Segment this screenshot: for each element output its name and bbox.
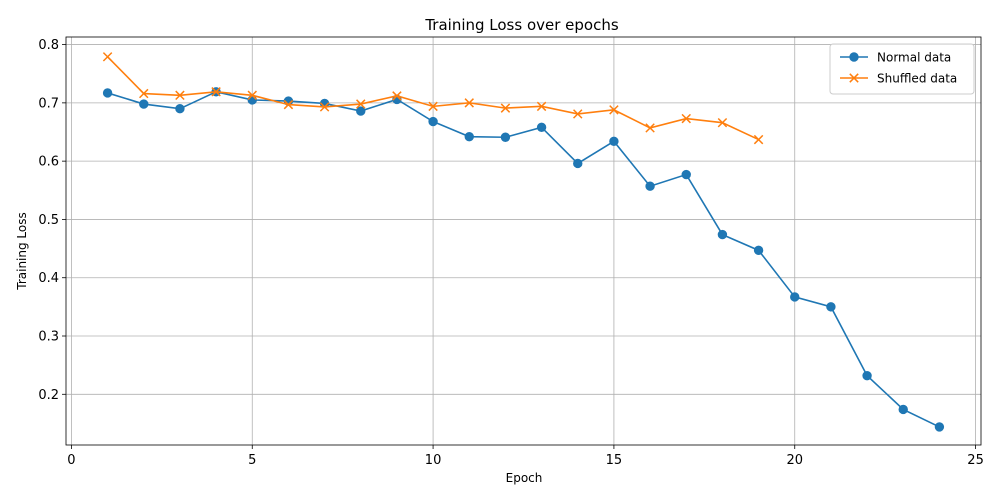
data-point: [211, 87, 221, 97]
data-point: [898, 404, 908, 415]
data-point: [536, 122, 547, 133]
data-point: [500, 132, 511, 142]
data-point: [681, 113, 691, 124]
data-point: [500, 103, 511, 113]
data-point: [826, 302, 836, 312]
y-axis-label: Training Loss: [15, 212, 29, 290]
series-2: [102, 52, 764, 145]
x-tick-label: 20: [786, 453, 803, 468]
data-point: [139, 99, 149, 109]
series-1: [102, 87, 945, 432]
x-tick-label: 15: [606, 453, 623, 468]
data-point: [934, 422, 945, 432]
marker-stroke: [536, 101, 547, 112]
marker-stroke: [464, 98, 474, 108]
data-point: [862, 370, 872, 381]
data-point: [753, 245, 764, 256]
data-point: [645, 181, 655, 191]
marker-stroke: [139, 88, 149, 99]
data-point: [175, 90, 185, 101]
data-point: [283, 99, 294, 110]
marker-stroke: [717, 117, 728, 128]
axes: 0 5 10 15 20 25 0.2 0.3 0.4 0.5 0.6 0.7 0.8: [38, 36, 984, 468]
data-point: [247, 95, 257, 105]
data-point: [319, 102, 330, 112]
plot-frame: [65, 36, 982, 446]
data-point: [573, 109, 583, 119]
data-point: [356, 99, 366, 109]
marker-stroke: [319, 102, 330, 112]
y-tick-label: 0.4: [38, 271, 59, 286]
data-point: [139, 88, 149, 99]
series-group: [102, 52, 945, 432]
marker-stroke: [428, 101, 438, 112]
data-point: [681, 169, 691, 180]
data-point: [102, 52, 113, 62]
legend-marker: [849, 52, 859, 62]
y-tick-label: 0.2: [38, 388, 59, 403]
legend-item: Shuffled data: [840, 72, 957, 86]
data-point: [392, 91, 402, 101]
y-tick-label: 0.7: [38, 96, 59, 111]
marker-stroke: [211, 87, 221, 97]
data-point: [247, 90, 257, 101]
data-point: [645, 123, 655, 133]
data-point: [717, 229, 728, 240]
marker-stroke: [849, 73, 859, 83]
data-point: [102, 88, 113, 98]
data-point: [428, 116, 438, 127]
marker-stroke: [645, 123, 655, 133]
marker-stroke: [609, 105, 619, 115]
marker-stroke: [283, 99, 294, 110]
legend-label: Normal data: [877, 51, 951, 65]
data-point: [356, 106, 366, 116]
marker-stroke: [753, 134, 764, 145]
data-point: [717, 117, 728, 128]
legend-marker: [849, 73, 859, 83]
data-point: [428, 101, 438, 112]
data-point: [573, 158, 583, 169]
x-tick-label: 5: [248, 453, 256, 468]
marker-stroke: [681, 113, 691, 124]
data-point: [464, 98, 474, 108]
data-point: [175, 103, 185, 114]
y-tick-label: 0.5: [38, 213, 59, 228]
marker-stroke: [247, 90, 257, 101]
data-point: [790, 292, 800, 302]
y-tick-label: 0.6: [38, 155, 59, 170]
marker-stroke: [500, 103, 511, 113]
chart-title: Training Loss over epochs: [424, 16, 619, 34]
legend-label: Shuffled data: [877, 72, 957, 86]
marker-stroke: [392, 91, 402, 101]
marker-stroke: [573, 109, 583, 119]
x-tick-label: 25: [967, 453, 984, 468]
data-point: [753, 134, 764, 145]
y-tick-label: 0.3: [38, 330, 59, 345]
x-tick-label: 10: [425, 453, 442, 468]
legend-item: Normal data: [840, 51, 951, 65]
y-tick-label: 0.8: [38, 38, 59, 53]
data-point: [609, 136, 619, 147]
x-axis-label: Epoch: [506, 471, 543, 485]
marker-stroke: [356, 99, 366, 109]
marker-stroke: [175, 90, 185, 101]
data-point: [536, 101, 547, 112]
legend: Normal data Shuffled data: [829, 43, 975, 95]
data-point: [464, 131, 474, 142]
data-point: [609, 105, 619, 115]
x-tick-label: 0: [67, 453, 75, 468]
marker-stroke: [102, 52, 113, 62]
grid: [66, 37, 981, 445]
series-line: [107, 90, 940, 428]
